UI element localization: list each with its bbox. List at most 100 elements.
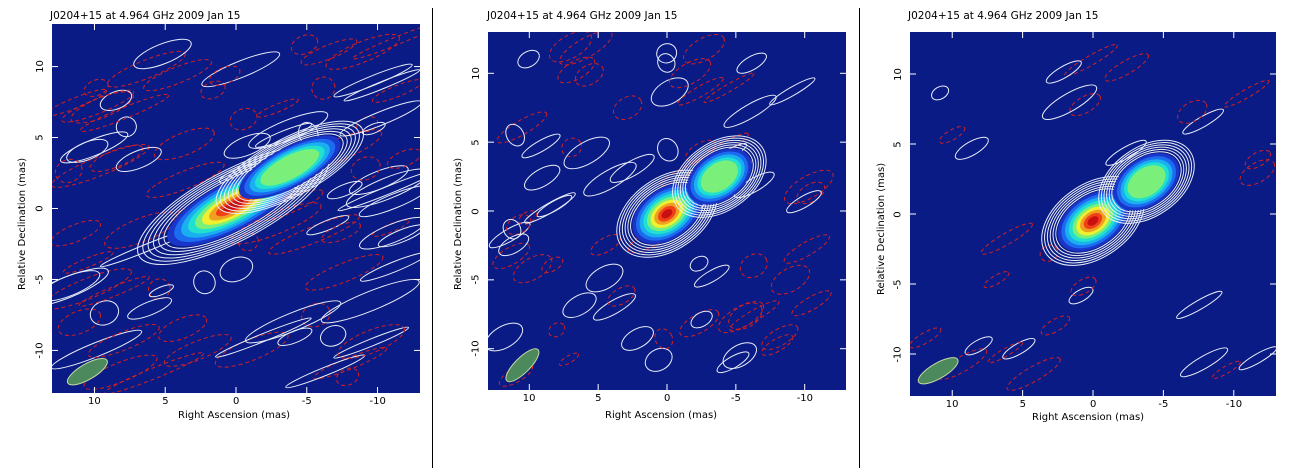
negative-contour — [311, 76, 336, 100]
negative-contour — [938, 126, 966, 144]
positive-contour — [523, 164, 561, 191]
negative-contour — [506, 214, 532, 236]
positive-contour — [521, 133, 561, 159]
positive-contour — [693, 264, 730, 288]
positive-contour — [723, 94, 777, 128]
negative-contour — [728, 302, 763, 330]
negative-contour — [1006, 356, 1061, 391]
negative-contour — [783, 234, 831, 264]
negative-contour — [937, 348, 988, 380]
positive-contour — [320, 324, 347, 347]
x-axis-label: Right Ascension (mas) — [605, 410, 718, 421]
positive-contour — [505, 123, 525, 147]
positive-contour — [333, 63, 413, 98]
heatmap-plot — [52, 24, 420, 393]
negative-contour — [256, 98, 299, 118]
positive-contour — [650, 77, 689, 107]
negative-contour — [209, 65, 241, 86]
negative-contour — [683, 33, 725, 65]
negative-contour — [679, 309, 720, 338]
negative-contour — [1211, 360, 1241, 380]
negative-contour — [1223, 79, 1270, 108]
negative-contour — [496, 111, 548, 144]
x-tick-label: -10 — [1225, 399, 1243, 410]
x-tick-label: 10 — [945, 399, 959, 410]
y-tick-label: 10 — [34, 60, 46, 73]
negative-contour — [1177, 99, 1208, 124]
positive-contour — [583, 161, 637, 197]
negative-contour — [548, 322, 566, 338]
y-tick-label: 10 — [892, 67, 904, 81]
positive-contour — [1103, 144, 1190, 220]
negative-contour — [238, 232, 259, 252]
positive-contour — [682, 144, 757, 209]
beam-ellipse — [66, 358, 108, 386]
panel-divider — [432, 8, 433, 468]
panel-3: J0204+15 at 4.964 GHz 2009 Jan 15 Relati… — [860, 8, 1289, 468]
y-tick-label: -5 — [892, 279, 904, 289]
negative-contour — [70, 91, 134, 124]
negative-contour — [229, 107, 258, 131]
positive-contour — [359, 252, 420, 282]
y-tick-label: 5 — [34, 134, 46, 141]
negative-contour — [352, 24, 420, 60]
positive-contour — [1182, 108, 1225, 135]
positive-contour — [1068, 286, 1094, 305]
positive-contour — [524, 192, 576, 224]
positive-contour — [115, 116, 137, 138]
panel-2: J0204+15 at 4.964 GHz 2009 Jan 15 Relati… — [433, 8, 859, 468]
positive-contour — [343, 69, 420, 102]
heatmap-plot — [910, 32, 1276, 396]
negative-contour — [386, 148, 420, 169]
y-tick-label: 0 — [892, 210, 904, 218]
negative-contour — [52, 88, 108, 117]
positive-contour — [99, 89, 133, 111]
negative-contour — [290, 34, 319, 55]
negative-contour — [1239, 159, 1276, 186]
negative-contour — [163, 334, 232, 367]
negative-contour — [335, 367, 360, 387]
negative-contour — [371, 79, 420, 103]
positive-contour — [684, 146, 754, 207]
negative-contour — [153, 127, 215, 161]
negative-contour — [910, 327, 942, 349]
negative-contour — [325, 33, 400, 70]
negative-contour — [350, 156, 381, 181]
positive-contour — [1180, 347, 1229, 378]
x-tick-label: 5 — [595, 393, 602, 404]
negative-contour — [512, 254, 553, 284]
positive-contour — [674, 137, 765, 216]
positive-contour — [148, 284, 174, 298]
positive-contour — [377, 224, 420, 248]
negative-contour — [371, 219, 410, 237]
positive-contour — [219, 256, 254, 283]
positive-contour — [502, 218, 522, 240]
negative-contour — [1039, 244, 1059, 262]
intensity-level — [1087, 216, 1099, 226]
beam-ellipse — [505, 348, 540, 383]
positive-contour — [657, 138, 679, 162]
negative-contour — [87, 323, 160, 358]
negative-contour — [230, 202, 322, 245]
panel-1: J0204+15 at 4.964 GHz 2009 Jan 15 Relati… — [0, 8, 432, 468]
positive-contour — [1041, 84, 1098, 120]
positive-contour — [337, 169, 420, 212]
y-tick-label: 0 — [34, 205, 46, 212]
negative-contour — [1064, 43, 1118, 77]
negative-contour — [304, 254, 384, 291]
positive-contour — [1098, 139, 1195, 224]
negative-contour — [89, 144, 144, 172]
negative-contour — [541, 256, 564, 274]
x-tick-label: 5 — [1019, 399, 1026, 410]
y-tick-label: 0 — [470, 207, 482, 215]
x-tick-label: 5 — [162, 396, 169, 407]
x-tick-label: 0 — [1090, 399, 1097, 410]
negative-contour — [761, 334, 794, 356]
panel-title: J0204+15 at 4.964 GHz 2009 Jan 15 — [908, 10, 1099, 22]
x-tick-label: 0 — [664, 393, 671, 404]
positive-contour — [716, 351, 750, 374]
beam-ellipse — [917, 357, 959, 385]
negative-contour — [980, 222, 1033, 255]
negative-contour — [158, 314, 208, 343]
negative-contour — [106, 50, 186, 88]
